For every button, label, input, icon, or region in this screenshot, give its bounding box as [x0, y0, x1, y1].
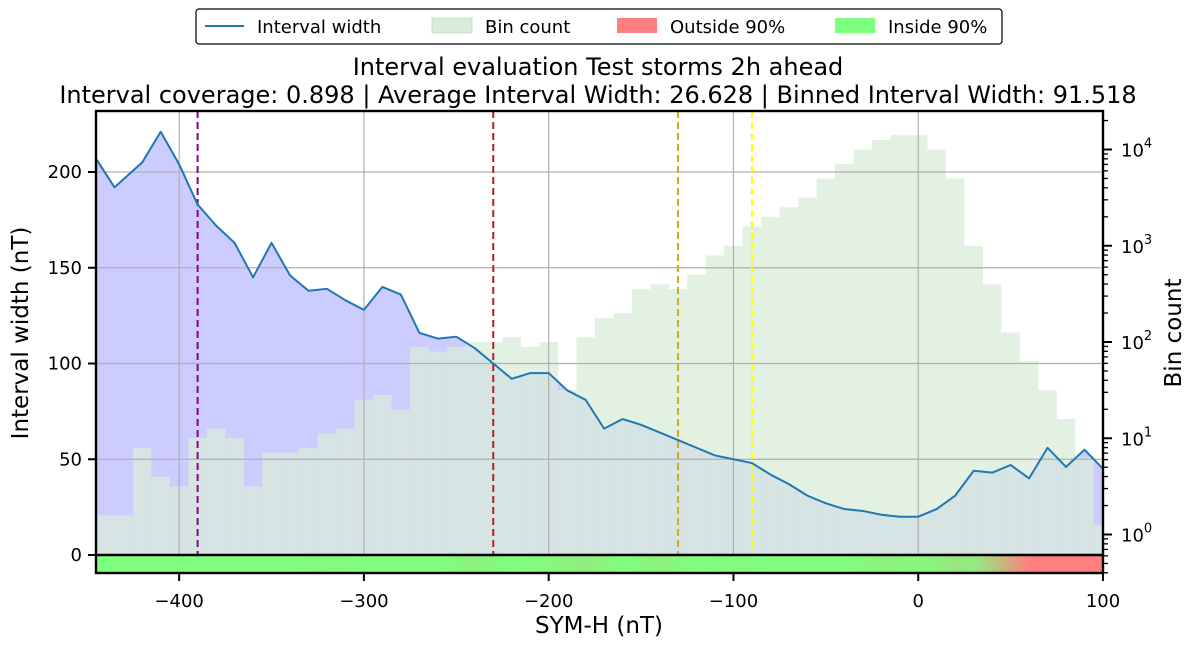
chart-subtitle: Interval coverage: 0.898 | Average Inter… — [59, 81, 1136, 109]
legend-label-inside-90: Inside 90% — [888, 17, 987, 38]
x-axis-label: SYM-H (nT) — [535, 613, 663, 639]
histogram-bar — [225, 438, 244, 573]
histogram-bar — [502, 337, 521, 573]
y-axis-label: Interval width (nT) — [8, 227, 34, 440]
histogram-bar — [890, 135, 909, 573]
legend-label-outside-90: Outside 90% — [670, 17, 785, 38]
histogram-bar — [188, 438, 207, 573]
histogram-bar — [576, 337, 595, 573]
legend-swatch-bin-count — [431, 17, 473, 34]
legend-swatch-inside-90 — [835, 18, 875, 33]
y-tick-label: 200 — [48, 162, 82, 183]
histogram-bar — [853, 149, 873, 573]
histogram-bar — [336, 428, 355, 573]
legend-swatch-outside-90 — [617, 18, 657, 33]
y-tick-label: 150 — [48, 258, 82, 279]
interval-width-line-layer — [96, 130, 1103, 518]
x-axis-ticks: −400 −300 −200 −100 0 100 — [154, 573, 1120, 612]
y-right-tick-label: 100 — [1121, 522, 1152, 547]
histogram-bar — [927, 149, 946, 573]
chart-title: Interval evaluation Test storms 2h ahead — [353, 53, 844, 81]
histogram-bar — [262, 452, 281, 573]
histogram-bar — [1056, 419, 1076, 573]
histogram-bar — [1093, 524, 1103, 573]
histogram-bar — [650, 284, 669, 573]
legend-frame — [195, 8, 1003, 45]
histogram-bar — [465, 342, 485, 573]
histogram-bar — [631, 289, 651, 573]
histogram-bar — [151, 476, 170, 573]
threshold-lines — [196, 111, 753, 555]
histogram-bar — [557, 390, 577, 573]
y-right-tick-label: 103 — [1121, 233, 1152, 258]
histogram-bar — [428, 351, 448, 573]
histogram-bar — [447, 346, 466, 573]
histogram-bar — [982, 284, 1002, 573]
histogram-bar — [1075, 457, 1094, 573]
histogram-bar — [705, 255, 725, 573]
histogram-bar — [594, 317, 614, 573]
legend-label-interval-width: Interval width — [257, 17, 381, 38]
y-right-tick-label: 102 — [1121, 329, 1152, 354]
x-tick-label: −200 — [524, 591, 573, 612]
histogram-bar — [613, 313, 632, 573]
y-axis-right-ticks: 100 101 102 103 104 — [1103, 119, 1152, 574]
histogram-bar — [945, 178, 965, 573]
histogram-bar — [964, 245, 983, 573]
histogram-bar — [520, 346, 540, 573]
y-right-tick-label: 104 — [1121, 137, 1152, 162]
interval-width-line — [96, 130, 1103, 518]
coverage-strip — [96, 555, 1103, 573]
grid-lines — [96, 111, 1103, 555]
histogram-bar — [243, 486, 263, 573]
x-tick-label: −100 — [709, 591, 758, 612]
y-axis-right-label: Bin count — [1161, 279, 1187, 388]
y-tick-label: 100 — [48, 354, 82, 375]
histogram-bar — [798, 197, 817, 573]
histogram-bar — [280, 452, 300, 573]
legend-label-bin-count: Bin count — [485, 17, 570, 38]
x-tick-label: 100 — [1086, 591, 1120, 612]
histogram-bar — [410, 346, 429, 573]
histogram-bar — [761, 216, 780, 573]
x-tick-label: −400 — [154, 591, 203, 612]
x-tick-label: −300 — [339, 591, 388, 612]
histogram-bar — [687, 274, 706, 573]
bin-count-histogram — [96, 135, 1103, 573]
histogram-bar — [299, 447, 318, 573]
legend: Interval width Bin count Outside 90% Ins… — [195, 8, 1003, 45]
histogram-bar — [1019, 361, 1039, 573]
histogram-bar — [779, 207, 799, 573]
histogram-bar — [1038, 390, 1057, 573]
histogram-bar — [391, 409, 411, 573]
plot-area — [96, 111, 1103, 573]
y-right-tick-label: 101 — [1121, 425, 1152, 450]
y-axis-ticks: 0 50 100 150 200 — [48, 162, 96, 566]
x-tick-label: 0 — [913, 591, 924, 612]
histogram-bar — [835, 163, 854, 573]
histogram-bar — [1001, 332, 1020, 573]
histogram-bar — [816, 178, 836, 573]
histogram-bar — [132, 447, 152, 573]
histogram-bar — [872, 139, 891, 573]
y-tick-label: 0 — [71, 545, 82, 566]
histogram-bar — [373, 394, 392, 573]
histogram-bar — [206, 428, 226, 573]
histogram-bar — [317, 433, 337, 573]
y-tick-label: 50 — [59, 449, 82, 470]
